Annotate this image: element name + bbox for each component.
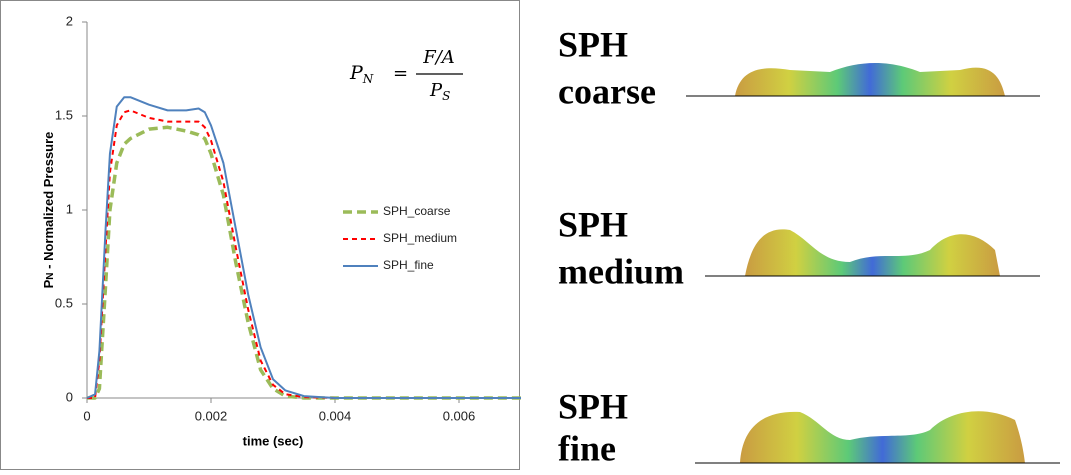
legend-label: SPH_fine <box>383 258 434 272</box>
x-tick-label: 0.006 <box>443 408 476 423</box>
y-tick-label: 0.5 <box>55 295 73 310</box>
particles-coarse <box>735 63 1005 96</box>
panel-label: coarse <box>558 71 656 111</box>
series-line <box>87 109 521 399</box>
series-line <box>86 96 521 399</box>
y-label-main: P <box>41 279 56 288</box>
panel-label: fine <box>558 428 616 468</box>
legend-label: SPH_medium <box>383 231 457 245</box>
panel-label: medium <box>558 251 684 291</box>
sim-images <box>686 63 1060 464</box>
panel-label: SPH <box>558 204 628 244</box>
panel-label: SPH <box>558 24 628 64</box>
formula-den-p: P <box>429 80 443 101</box>
formula-p: P <box>349 62 364 84</box>
formula-den-sub: S <box>442 89 450 103</box>
plot: 0 0.5 1 1.5 2 0 0.002 0.004 0.006 SPH_coarse SPH_m… <box>55 13 521 423</box>
formula-sub: N <box>362 72 374 86</box>
x-tick-label: 0.002 <box>195 408 228 423</box>
formula-lhs: PN <box>349 62 374 86</box>
x-tick-label: 0 <box>83 408 90 423</box>
y-axis-label: PN - Normalized Pressure <box>41 132 56 289</box>
formula-den: PS <box>429 80 450 103</box>
x-axis-label: time (sec) <box>243 433 304 448</box>
y-label-rest: - Normalized Pressure <box>41 132 56 273</box>
legend-label: SPH_coarse <box>383 204 451 218</box>
y-tick-label: 0 <box>66 389 73 404</box>
y-tick-label: 2 <box>66 13 73 28</box>
series-line <box>87 125 521 400</box>
panel-label: SPH <box>558 386 628 426</box>
y-tick-label: 1 <box>66 201 73 216</box>
particles-fine <box>740 411 1025 463</box>
particles-medium <box>745 229 1000 276</box>
formula-eq: = <box>393 63 408 84</box>
formula-num: F/A <box>422 47 455 68</box>
x-tick-label: 0.004 <box>319 408 352 423</box>
y-label-sub: N <box>45 272 56 279</box>
y-tick-label: 1.5 <box>55 107 73 122</box>
formula: PN = F/A PS <box>349 47 463 103</box>
